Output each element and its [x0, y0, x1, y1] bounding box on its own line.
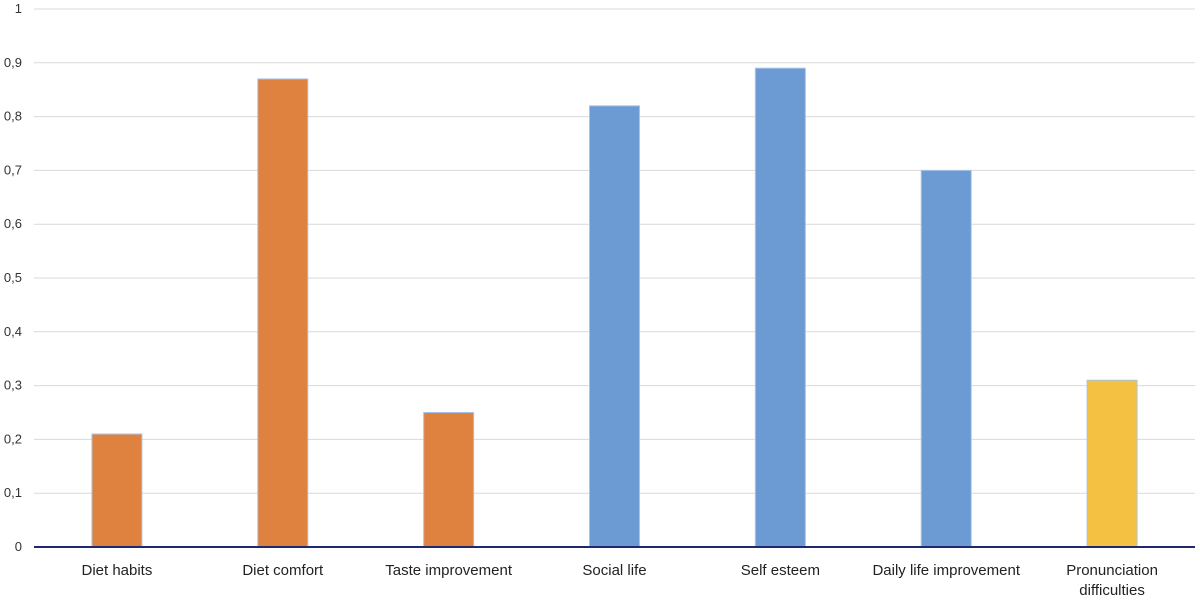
bar [920, 169, 972, 548]
y-tick-label: 0,8 [4, 109, 22, 124]
x-tick-label: Taste improvement [385, 562, 513, 579]
y-tick-label: 1 [15, 1, 22, 16]
x-tick-label: Diet habits [81, 562, 152, 579]
x-tick-label: Pronunciation difficulties [1066, 562, 1158, 599]
x-tick-label: Diet comfort [242, 562, 324, 579]
y-tick-label: 0,3 [4, 378, 22, 393]
y-tick-label: 0 [15, 539, 22, 554]
y-tick-label: 0,7 [4, 162, 22, 177]
bar [754, 67, 806, 548]
y-tick-label: 0,4 [4, 324, 22, 339]
y-axis-tick-labels: 0 0,1 0,2 0,3 0,4 0,5 0,6 0,7 0,8 0,9 1 [4, 1, 22, 554]
y-tick-label: 0,1 [4, 485, 22, 500]
x-tick-label: Self esteem [741, 562, 820, 579]
bar [257, 78, 309, 548]
bar [1086, 379, 1138, 548]
y-tick-label: 0,2 [4, 431, 22, 446]
y-tick-label: 0,5 [4, 270, 22, 285]
bar [589, 105, 640, 548]
x-tick-label: Social life [582, 562, 646, 579]
bar [91, 433, 143, 548]
bar [423, 412, 475, 548]
y-tick-label: 0,9 [4, 55, 22, 70]
x-tick-label: Daily life improvement [872, 562, 1020, 579]
bars [91, 67, 1138, 548]
y-tick-label: 0,6 [4, 216, 22, 231]
x-axis-category-labels: Diet habits Diet comfort Taste improvement… [81, 562, 1157, 599]
